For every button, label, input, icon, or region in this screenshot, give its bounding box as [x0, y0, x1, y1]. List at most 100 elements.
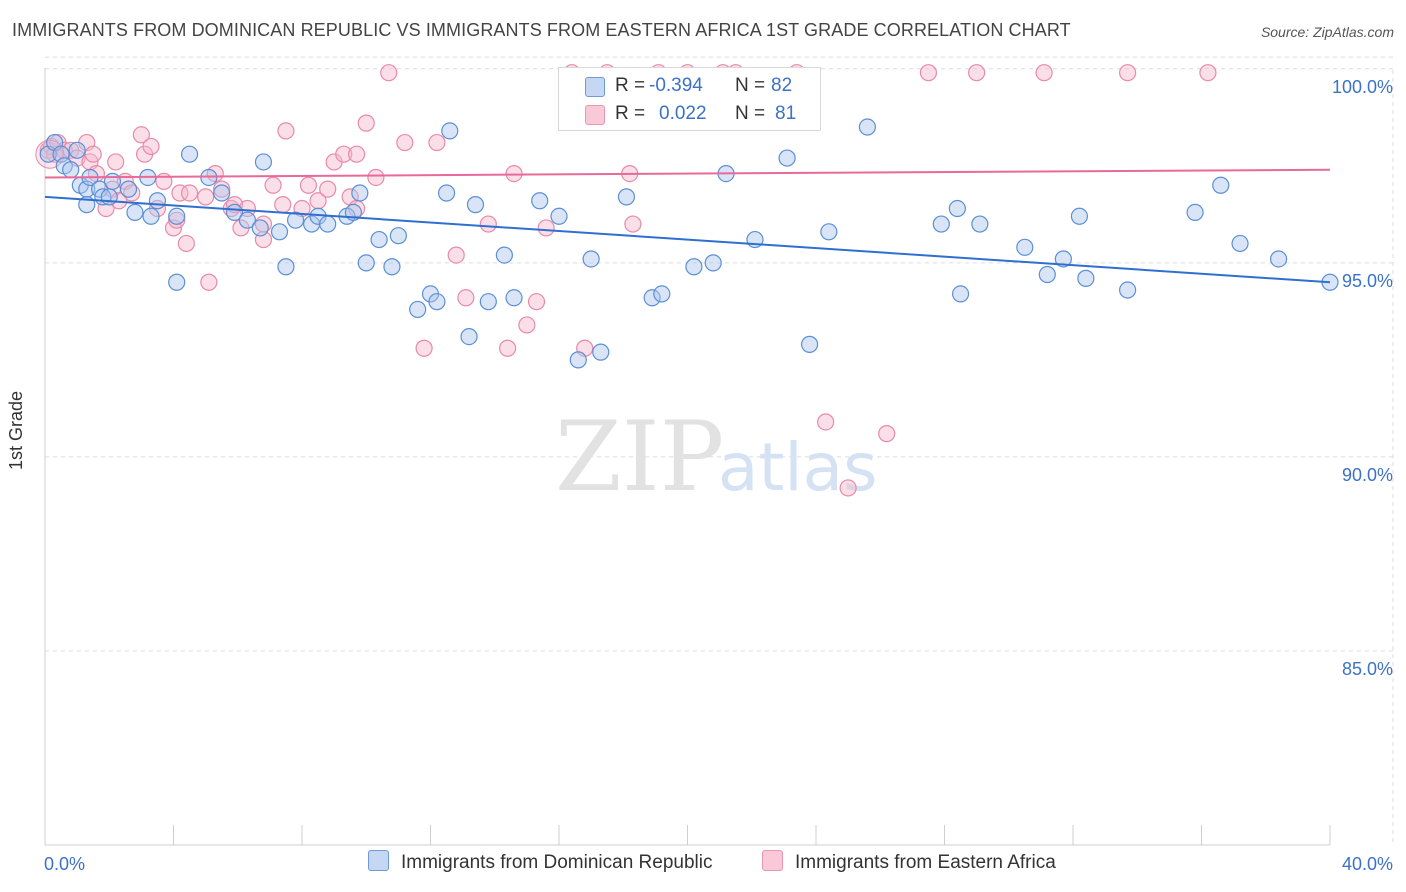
trendlines — [44, 168, 1331, 284]
legend-r-value-series2: 0.022 — [659, 103, 707, 124]
data-point-dominican-republic — [460, 327, 478, 346]
watermark-atlas: atlas — [718, 429, 878, 506]
legend-r-label: R = — [615, 103, 646, 124]
data-point-dominican-republic — [704, 254, 722, 272]
data-point-dominican-republic — [653, 285, 671, 303]
data-point-dominican-republic — [479, 293, 497, 311]
data-point-dominican-republic — [357, 254, 375, 272]
data-point-dominican-republic — [592, 343, 610, 361]
data-point-dominican-republic — [319, 215, 337, 233]
data-point-dominican-republic — [148, 192, 167, 210]
data-point-dominican-republic — [1070, 207, 1089, 225]
data-point-dominican-republic — [1269, 250, 1288, 268]
data-point-dominican-republic — [180, 145, 199, 163]
data-point-eastern-africa — [264, 176, 282, 194]
source-credit: Source: ZipAtlas.com — [1260, 24, 1394, 40]
data-point-dominican-republic — [370, 230, 388, 249]
data-point-dominican-republic — [858, 118, 877, 136]
data-point-dominican-republic — [1016, 238, 1034, 256]
data-point-dominican-republic — [569, 351, 587, 369]
data-point-dominican-republic — [441, 122, 459, 140]
data-point-eastern-africa — [457, 289, 475, 307]
axes — [44, 68, 1331, 846]
data-point-eastern-africa — [624, 215, 642, 233]
data-point-eastern-africa — [274, 196, 292, 214]
data-point-eastern-africa — [839, 479, 857, 497]
data-point-eastern-africa — [84, 145, 102, 163]
data-point-eastern-africa — [197, 188, 215, 206]
data-point-eastern-africa — [415, 339, 433, 357]
data-point-eastern-africa — [499, 339, 517, 357]
data-point-eastern-africa — [537, 219, 555, 237]
x-tick-label-max: 40.0% — [1342, 854, 1393, 874]
bottom-legend-dominican-republic: Immigrants from Dominican Republic — [368, 850, 713, 874]
legend-swatch-blue — [585, 77, 605, 97]
data-point-eastern-africa — [878, 425, 896, 443]
data-point-eastern-africa — [132, 126, 150, 144]
data-point-dominican-republic — [932, 215, 950, 233]
data-point-eastern-africa — [107, 153, 125, 171]
data-point-eastern-africa — [213, 180, 231, 198]
data-point-eastern-africa — [1035, 64, 1053, 82]
y-tick-label: 95.0% — [1342, 271, 1393, 291]
data-point-dominican-republic — [126, 203, 144, 222]
series-dominican-republic-points — [39, 118, 1339, 369]
data-point-dominican-republic — [495, 246, 513, 264]
data-point-eastern-africa — [367, 168, 385, 187]
bottom-legend-label-series1: Immigrants from Dominican Republic — [401, 852, 713, 873]
bottom-legend-swatch-pink — [762, 850, 783, 871]
data-point-eastern-africa — [396, 133, 414, 152]
legend-n-value-series2: 81 — [775, 103, 797, 124]
legend-n-label: N = — [735, 103, 766, 124]
data-point-dominican-republic — [168, 207, 186, 225]
data-point-eastern-africa — [180, 184, 199, 202]
y-tick-label: 85.0% — [1342, 659, 1393, 679]
watermark: ZIP atlas — [555, 401, 878, 513]
data-point-dominican-republic — [437, 184, 456, 202]
watermark-zip: ZIP — [555, 401, 724, 513]
data-point-eastern-africa — [348, 145, 366, 163]
data-point-dominican-republic — [254, 153, 273, 171]
data-point-dominican-republic — [428, 293, 446, 311]
data-point-dominican-republic — [383, 258, 401, 276]
legend-r-label: R = — [615, 75, 646, 96]
data-point-eastern-africa — [319, 180, 337, 198]
data-point-dominican-republic — [617, 188, 636, 206]
data-point-eastern-africa — [238, 199, 256, 218]
data-point-eastern-africa — [177, 234, 195, 253]
data-point-dominican-republic — [466, 196, 485, 214]
data-point-eastern-africa — [299, 176, 318, 194]
y-tick-label: 100.0% — [1332, 77, 1393, 97]
legend-n-label: N = — [735, 75, 766, 96]
data-point-dominican-republic — [820, 223, 838, 241]
data-point-dominican-republic — [62, 161, 80, 179]
data-point-dominican-republic — [643, 289, 661, 307]
data-point-eastern-africa — [968, 64, 986, 82]
data-point-dominican-republic — [119, 180, 138, 198]
data-point-dominican-republic — [270, 223, 289, 241]
legend-r-value-series1: -0.394 — [649, 75, 703, 96]
data-point-dominican-republic — [277, 258, 295, 276]
data-point-dominican-republic — [103, 172, 122, 190]
data-point-eastern-africa — [518, 316, 536, 334]
data-point-dominican-republic — [68, 141, 86, 159]
data-point-dominican-republic — [213, 184, 231, 202]
data-point-eastern-africa — [919, 64, 938, 82]
data-point-dominican-republic — [1186, 203, 1204, 222]
data-point-eastern-africa — [817, 413, 835, 431]
data-point-dominican-republic — [251, 219, 269, 237]
data-point-dominican-republic — [951, 285, 970, 303]
data-point-dominican-republic — [1212, 176, 1230, 194]
legend-row-eastern-africa: R = 0.022 N = 81 — [559, 100, 820, 128]
legend-swatch-pink — [585, 105, 605, 125]
data-point-eastern-africa — [142, 137, 160, 156]
data-point-eastern-africa — [380, 64, 398, 82]
data-point-dominican-republic — [1038, 265, 1056, 284]
data-point-dominican-republic — [971, 215, 989, 233]
data-point-dominican-republic — [1054, 250, 1072, 268]
correlation-legend: R = -0.394 N = 82 R = 0.022 N = 81 — [558, 67, 821, 131]
data-point-dominican-republic — [778, 149, 796, 167]
data-point-dominican-republic — [1119, 281, 1137, 299]
data-point-eastern-africa — [527, 293, 546, 311]
